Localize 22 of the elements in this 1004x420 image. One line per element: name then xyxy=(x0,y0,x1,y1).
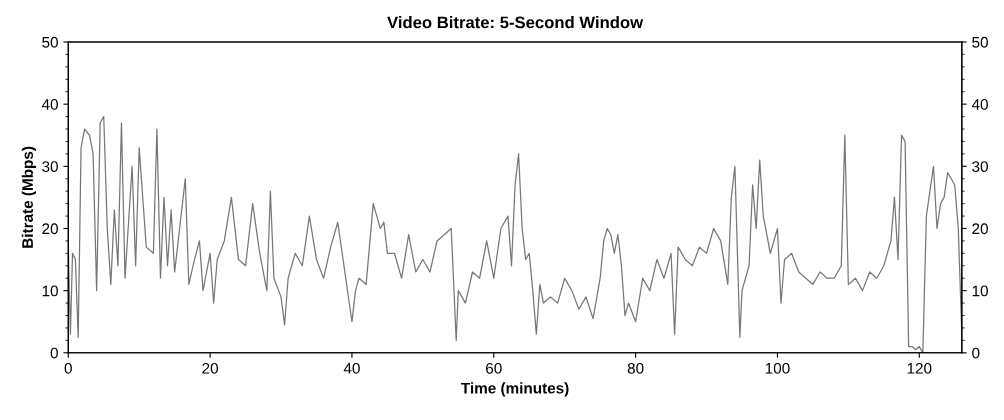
y2-tick-label: 10 xyxy=(972,285,988,297)
x-tick-label: 20 xyxy=(202,362,219,374)
y2-tick-label: 50 xyxy=(972,36,988,48)
y2-tick-label: 0 xyxy=(972,347,980,359)
x-axis-title: Time (minutes) xyxy=(461,382,569,397)
y-tick-label: 20 xyxy=(42,223,58,235)
x-tick-label: 100 xyxy=(765,362,790,374)
y-tick-label: 30 xyxy=(42,161,58,173)
y2-tick-label: 20 xyxy=(972,223,988,235)
y-axis-title: Bitrate (Mbps) xyxy=(21,146,36,248)
y-tick-label: 0 xyxy=(50,347,58,359)
x-tick-label: 120 xyxy=(907,362,932,374)
y2-tick-label: 40 xyxy=(971,99,988,110)
x-tick-label: 40 xyxy=(343,362,360,374)
y-tick-label: 40 xyxy=(41,99,58,110)
chart-title: Video Bitrate: 5-Second Window xyxy=(387,16,644,29)
y-tick-label: 50 xyxy=(42,36,58,48)
y2-tick-label: 30 xyxy=(972,161,988,173)
x-tick-label: 0 xyxy=(64,362,72,374)
x-tick-label: 60 xyxy=(486,362,502,374)
y-tick-label: 10 xyxy=(42,285,58,297)
x-tick-label: 80 xyxy=(627,362,644,374)
